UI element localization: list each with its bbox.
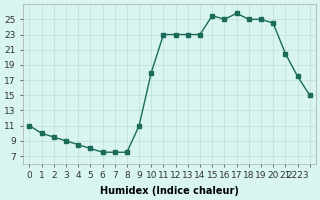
X-axis label: Humidex (Indice chaleur): Humidex (Indice chaleur)	[100, 186, 239, 196]
